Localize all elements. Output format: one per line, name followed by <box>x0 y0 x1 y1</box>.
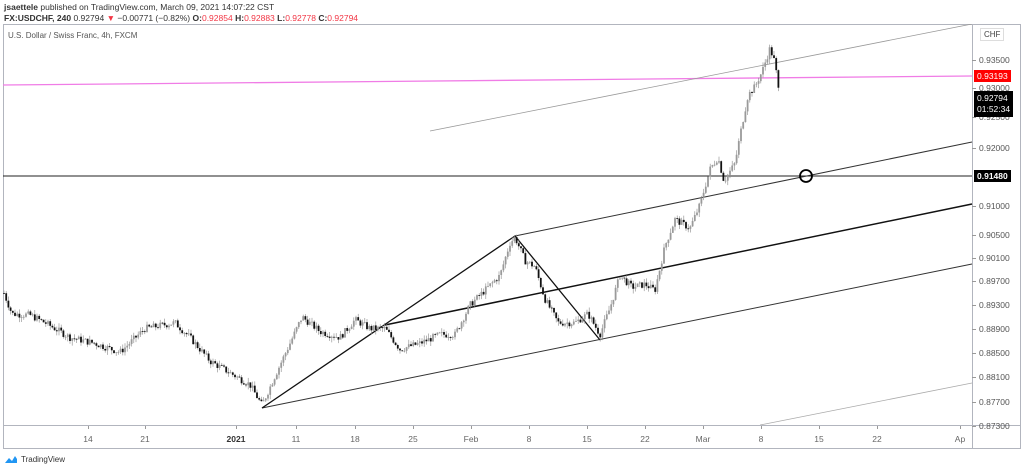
upper-parallel-line <box>429 24 973 132</box>
price-tick-label: 0.92000 <box>979 143 1010 153</box>
brand-name: TradingView <box>21 455 66 464</box>
close-label: C: <box>318 13 328 23</box>
time-tick-label: 14 <box>83 434 93 444</box>
time-tick-label: Ap <box>954 434 966 444</box>
footer-branding: TradingView <box>4 455 65 464</box>
time-tick <box>471 426 472 429</box>
price-tick <box>972 329 976 330</box>
time-tick <box>960 426 961 429</box>
drawings-layer <box>3 24 973 425</box>
time-tick <box>413 426 414 429</box>
time-tick <box>877 426 878 429</box>
time-tick-label: 8 <box>758 434 764 444</box>
chart-frame <box>3 24 1021 449</box>
time-tick-label: 11 <box>291 434 301 444</box>
time-tick-label: 15 <box>814 434 824 444</box>
time-tick <box>819 426 820 429</box>
time-tick-label: 22 <box>640 434 650 444</box>
time-axis-border <box>3 425 1021 426</box>
high-value: 0.92883 <box>244 13 275 23</box>
low-label: L: <box>277 13 286 23</box>
price-tick-label: 0.93500 <box>979 55 1010 65</box>
time-tick <box>145 426 146 429</box>
price-tick <box>972 117 976 118</box>
time-tick <box>88 426 89 429</box>
time-tick-label: Feb <box>463 434 479 444</box>
last-price: 0.92794 <box>73 13 105 23</box>
price-change: −0.00771 (−0.82%) <box>117 13 191 23</box>
time-tick <box>296 426 297 429</box>
currency-label[interactable]: CHF <box>980 28 1005 41</box>
price-tick-label: 0.89700 <box>979 276 1010 286</box>
time-tick <box>236 426 237 429</box>
author-name: jsaettele <box>4 2 39 12</box>
chart-plot[interactable] <box>3 24 974 425</box>
time-tick-label: 22 <box>872 434 882 444</box>
time-tick-label: Mar <box>695 434 711 444</box>
channel-lower-line <box>261 263 973 409</box>
price-tick <box>972 281 976 282</box>
symbol-label: FX:USDCHF, 240 <box>4 13 72 23</box>
channel-upper-line <box>514 141 973 237</box>
time-tick-label: 21 <box>140 434 150 444</box>
price-tick-label: 0.87700 <box>979 397 1010 407</box>
low-value: 0.92778 <box>285 13 316 23</box>
time-tick <box>587 426 588 429</box>
price-tick <box>972 426 976 427</box>
price-tick <box>972 377 976 378</box>
candles-layer <box>3 44 780 402</box>
price-tick-label: 0.88100 <box>979 372 1010 382</box>
last-price-value: 0.92794 <box>977 93 1008 103</box>
abc-pattern-lines <box>261 235 601 409</box>
price-tick <box>972 206 976 207</box>
price-tick <box>972 60 976 61</box>
price-tick-label: 0.89300 <box>979 300 1010 310</box>
publish-info: jsaettele published on TradingView.com, … <box>4 2 274 12</box>
price-tick <box>972 305 976 306</box>
bar-countdown: 01:52:34 <box>977 104 1011 114</box>
price-tick <box>972 148 976 149</box>
time-tick <box>645 426 646 429</box>
lower-parallel-line <box>759 382 973 425</box>
price-tick <box>972 88 976 89</box>
price-tick <box>972 258 976 259</box>
tradingview-logo-icon <box>5 456 17 463</box>
time-tick-label: 18 <box>350 434 360 444</box>
publish-text: published on TradingView.com, March 09, … <box>40 2 275 12</box>
price-tick <box>972 353 976 354</box>
price-tick <box>972 235 976 236</box>
target-circle <box>799 169 813 183</box>
open-value: 0.92854 <box>201 13 233 23</box>
magenta-resistance-line <box>3 75 973 86</box>
time-tick <box>355 426 356 429</box>
time-tick-label: 2021 <box>226 434 246 444</box>
time-tick <box>761 426 762 429</box>
high-label: H: <box>235 13 245 23</box>
price-tick-label: 0.91000 <box>979 201 1010 211</box>
price-tick-label: 0.90500 <box>979 230 1010 240</box>
price-tick-label: 0.92500 <box>979 112 1010 122</box>
price-tick-label: 0.87300 <box>979 421 1010 431</box>
price-tick-label: 0.88900 <box>979 324 1010 334</box>
price-tick <box>972 402 976 403</box>
price-axis-border <box>972 24 973 449</box>
last-price-badge: 0.92794 01:52:34 <box>974 91 1014 117</box>
price-tick-label: 0.90100 <box>979 253 1010 263</box>
support-price-badge: 0.91480 <box>974 170 1011 182</box>
resistance-price-badge: 0.93193 <box>974 70 1011 82</box>
close-value: 0.92794 <box>327 13 359 23</box>
time-tick-label: 25 <box>408 434 418 444</box>
price-tick-label: 0.88500 <box>979 348 1010 358</box>
open-label: O: <box>192 13 202 23</box>
symbol-info: FX:USDCHF, 240 0.92794 ▼ −0.00771 (−0.82… <box>4 13 358 23</box>
time-tick <box>703 426 704 429</box>
chart-legend: U.S. Dollar / Swiss Franc, 4h, FXCM <box>8 31 138 40</box>
down-arrow-icon: ▼ <box>106 13 115 23</box>
time-tick <box>529 426 530 429</box>
price-tick-label: 0.93000 <box>979 83 1010 93</box>
time-tick-label: 8 <box>526 434 532 444</box>
time-tick-label: 15 <box>582 434 592 444</box>
median-line <box>384 203 973 326</box>
